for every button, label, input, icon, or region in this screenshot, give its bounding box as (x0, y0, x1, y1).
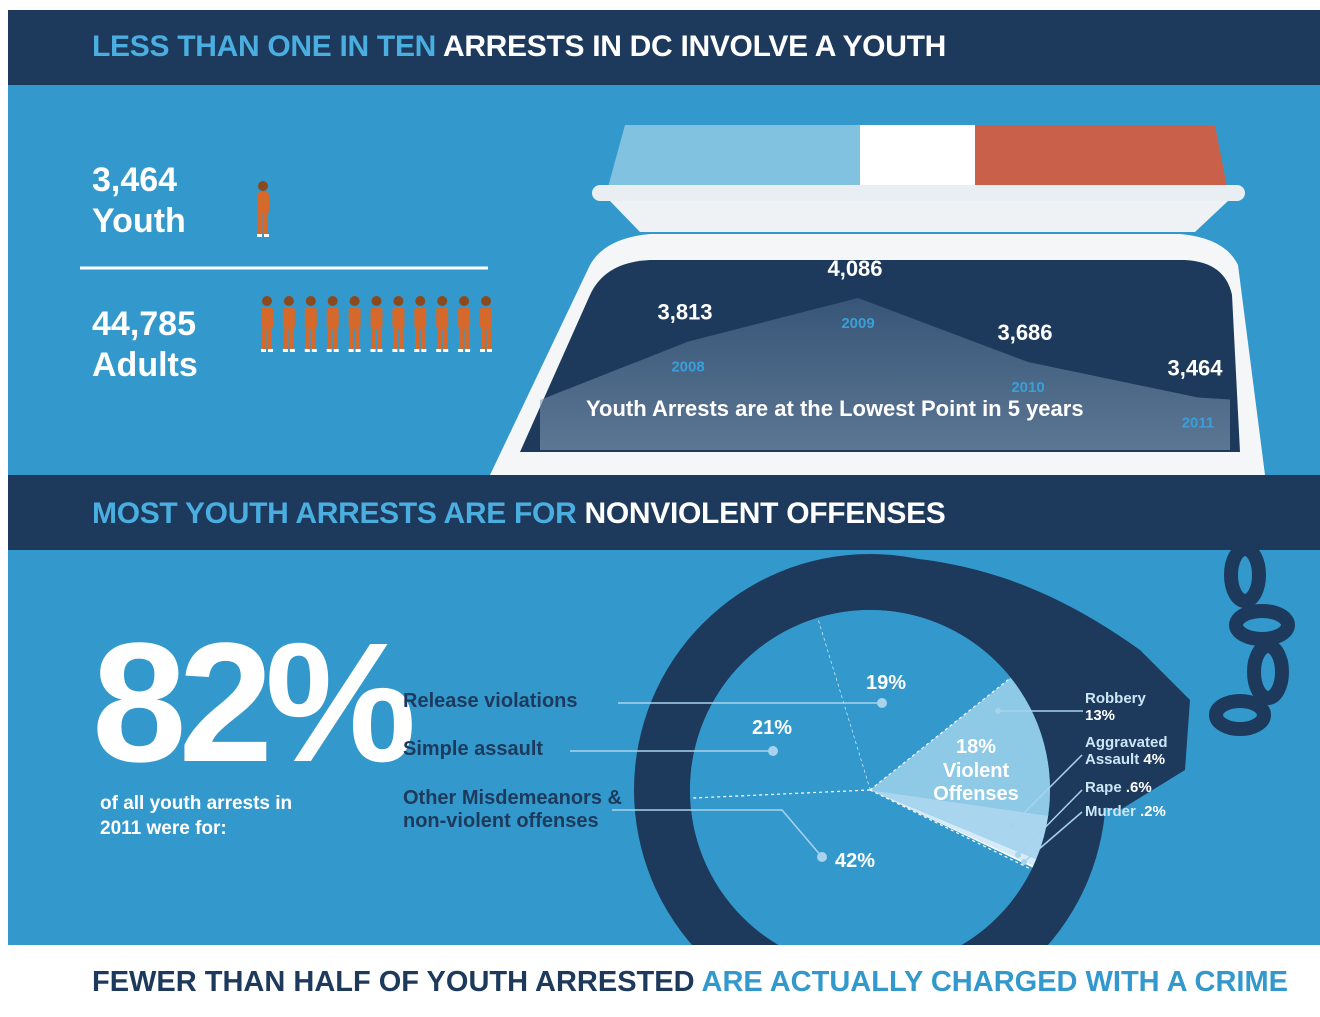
count: 44,785 (92, 304, 198, 345)
breakdown-value: .2% (1140, 803, 1166, 820)
header-highlight: LESS THAN ONE IN TEN (92, 30, 436, 63)
header: LESS THAN ONE IN TEN ARRESTS IN DC INVOL… (92, 30, 946, 65)
breakdown-value: 4% (1143, 751, 1165, 768)
header-text: ARRESTS IN DC INVOLVE A YOUTH (443, 30, 946, 63)
slice-value: 18% (926, 736, 1026, 759)
breakdown-name: Murder (1085, 803, 1136, 820)
trend-year: 2010 (1011, 379, 1044, 396)
slice-value: 42% (835, 850, 875, 873)
breakdown-value: .6% (1126, 779, 1152, 796)
footer: FEWER THAN HALF OF YOUTH ARRESTED ARE AC… (92, 966, 1288, 999)
trend-value-label: 3,813 (657, 300, 712, 325)
trend-caption: Youth Arrests are at the Lowest Point in… (586, 396, 1084, 421)
count: 3,464 (92, 160, 186, 201)
slice-name: Violent Offenses (931, 760, 1021, 806)
slice-name: Simple assault (403, 738, 543, 761)
footer-highlight: ARE ACTUALLY CHARGED WITH A CRIME (702, 966, 1288, 998)
trend-value-label: 3,686 (997, 320, 1052, 345)
slice-name: Release violations (403, 690, 578, 713)
breakdown-label: Aggravated Assault 4% (1085, 734, 1180, 769)
slice-value: 19% (866, 672, 906, 695)
breakdown-label: Robbery 13% (1085, 690, 1155, 725)
breakdown-label: Rape .6% (1085, 779, 1215, 796)
trend-year: 2008 (671, 359, 704, 376)
infographic: 3,813 2008 4,086 2009 3,686 2010 3,464 2011 LES… (0, 0, 1320, 1017)
slice-value: 21% (752, 717, 792, 740)
label: Youth (92, 201, 186, 242)
header-highlight: MOST YOUTH ARRESTS ARE FOR (92, 497, 576, 530)
trend-year: 2009 (841, 315, 874, 332)
label: Adults (92, 345, 198, 386)
trend-value-label: 3,464 (1167, 356, 1223, 381)
breakdown-name: Rape (1085, 779, 1122, 796)
footer-text: FEWER THAN HALF OF YOUTH ARRESTED (92, 966, 695, 998)
breakdown-name: Robbery (1085, 690, 1146, 707)
trend-value-label: 4,086 (827, 256, 882, 281)
stat-caption: of all youth arrests in 2011 were for: (100, 792, 300, 841)
big-stat: 82% (92, 618, 408, 788)
breakdown-value: 13% (1085, 707, 1115, 724)
slice-name: Other Misdemeanors & non-violent offense… (403, 787, 633, 833)
header-text: NONVIOLENT OFFENSES (585, 497, 946, 530)
header: MOST YOUTH ARRESTS ARE FOR NONVIOLENT OF… (92, 497, 946, 532)
breakdown-label: Murder .2% (1085, 803, 1215, 820)
trend-year: 2011 (1182, 415, 1215, 432)
